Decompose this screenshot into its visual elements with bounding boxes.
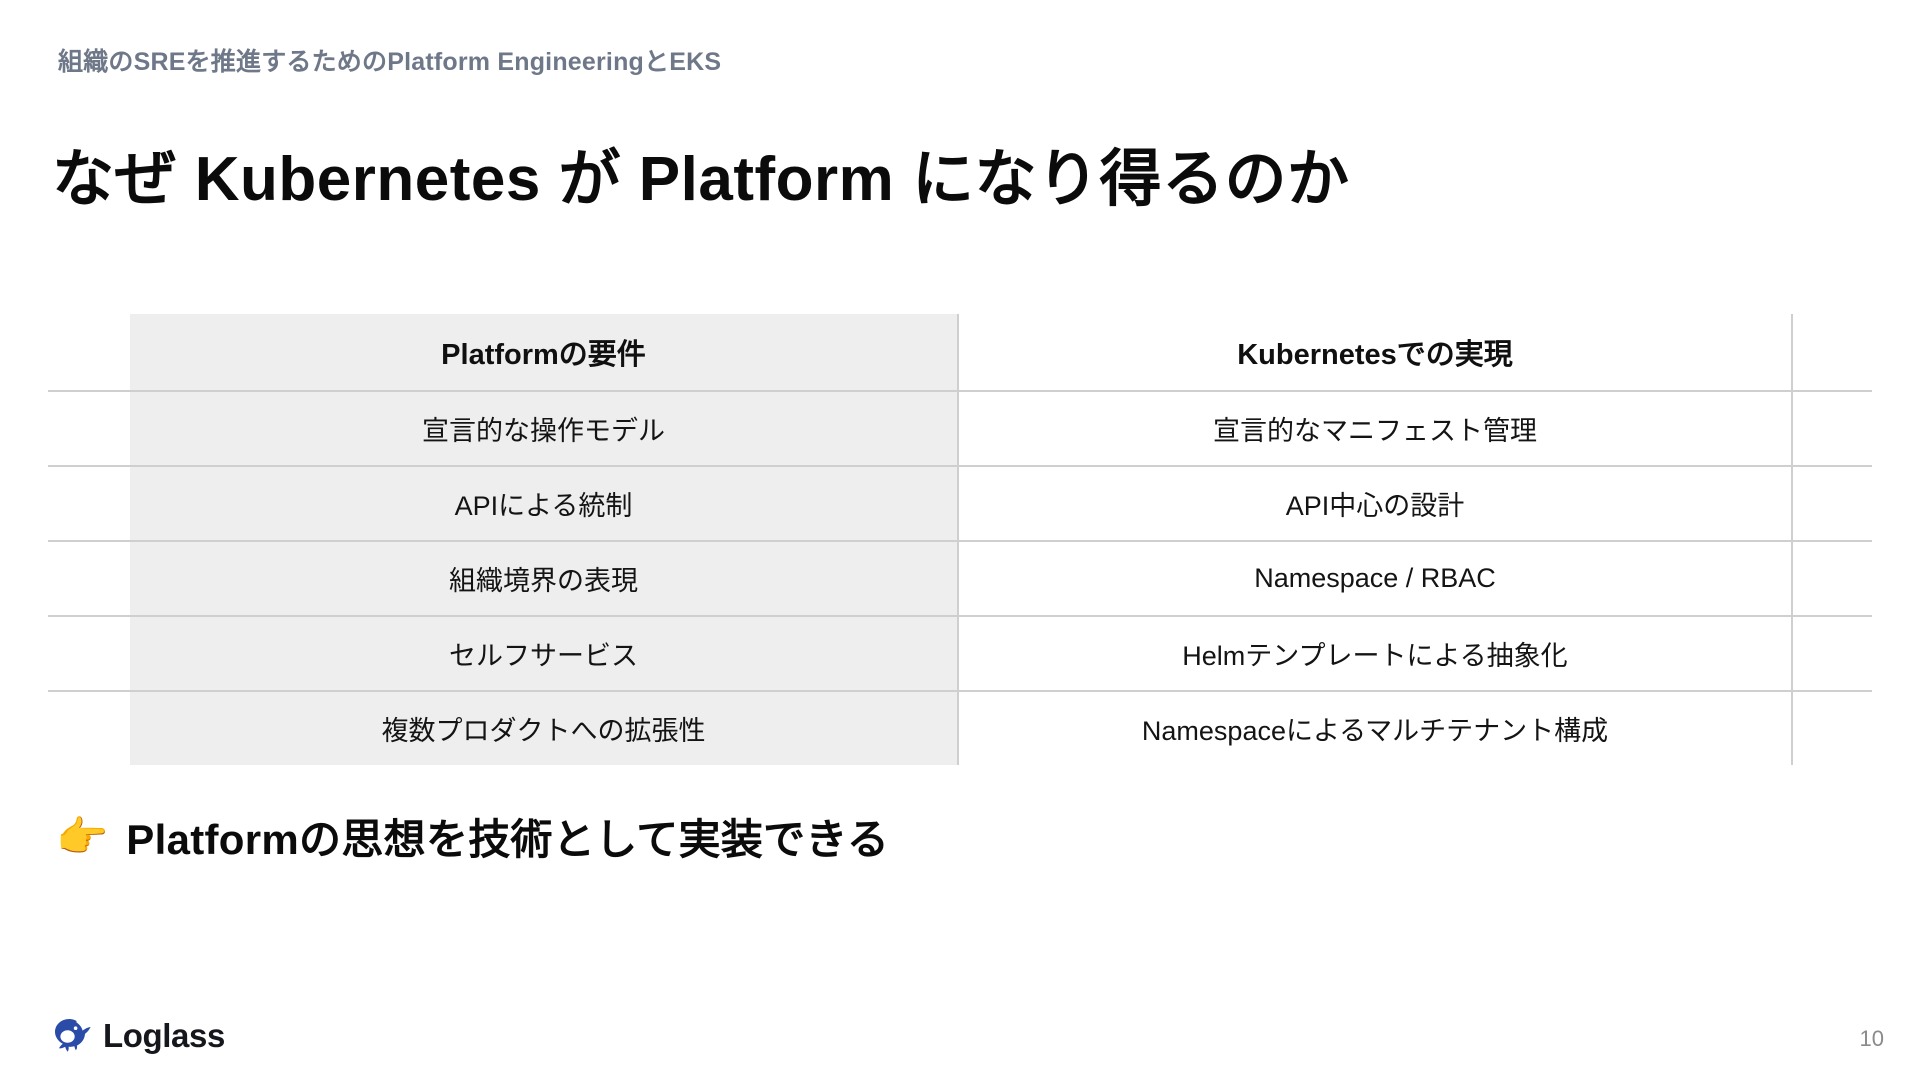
page-number: 10	[1859, 1026, 1884, 1051]
comparison-table: Platformの要件 Kubernetesでの実現 宣言的な操作モデル 宣言的…	[48, 314, 1872, 765]
table-right-gutter	[1792, 314, 1872, 391]
row-right-gutter	[1792, 540, 1872, 616]
table-left-gutter	[48, 314, 130, 391]
row-left-gutter	[48, 465, 130, 541]
table-header-row: Platformの要件 Kubernetesでの実現	[48, 314, 1872, 391]
row-left-gutter	[48, 615, 130, 691]
cell-requirement: 複数プロダクトへの拡張性	[130, 690, 959, 765]
row-right-gutter	[1792, 615, 1872, 691]
pointing-right-hand-icon: 👉	[56, 812, 109, 860]
cell-implementation: Namespace / RBAC	[958, 540, 1793, 616]
brand-name: Loglass	[103, 1017, 225, 1054]
cell-requirement: 宣言的な操作モデル	[130, 390, 959, 466]
whale-logo-icon	[46, 1016, 92, 1056]
comparison-table-wrapper: Platformの要件 Kubernetesでの実現 宣言的な操作モデル 宣言的…	[48, 314, 1872, 765]
slide-eyebrow: 組織のSREを推進するためのPlatform EngineeringとEKS	[58, 48, 722, 76]
cell-requirement: APIによる統制	[130, 465, 959, 541]
table-row: セルフサービス Helmテンプレートによる抽象化	[48, 615, 1872, 691]
brand-logo: Loglass	[46, 1016, 225, 1056]
row-right-gutter	[1792, 465, 1872, 541]
takeaway-text: Platformの思想を技術として実装できる	[126, 816, 890, 863]
row-right-gutter	[1792, 390, 1872, 466]
table-row: 宣言的な操作モデル 宣言的なマニフェスト管理	[48, 390, 1872, 466]
cell-implementation: API中心の設計	[958, 465, 1793, 541]
page-title: なぜ Kubernetes が Platform になり得るのか	[52, 144, 1350, 214]
row-right-gutter	[1792, 690, 1872, 765]
table-row: APIによる統制 API中心の設計	[48, 465, 1872, 541]
takeaway-callout: 👉 Platformの思想を技術として実装できる	[56, 806, 889, 867]
cell-requirement: セルフサービス	[130, 615, 959, 691]
cell-implementation: Namespaceによるマルチテナント構成	[958, 690, 1793, 765]
row-left-gutter	[48, 540, 130, 616]
cell-requirement: 組織境界の表現	[130, 540, 959, 616]
row-left-gutter	[48, 690, 130, 765]
cell-implementation: Helmテンプレートによる抽象化	[958, 615, 1793, 691]
table-header-implementation: Kubernetesでの実現	[958, 314, 1793, 391]
table-row: 組織境界の表現 Namespace / RBAC	[48, 540, 1872, 616]
table-row: 複数プロダクトへの拡張性 Namespaceによるマルチテナント構成	[48, 690, 1872, 765]
row-left-gutter	[48, 390, 130, 466]
table-header-requirement: Platformの要件	[130, 314, 959, 391]
cell-implementation: 宣言的なマニフェスト管理	[958, 390, 1793, 466]
